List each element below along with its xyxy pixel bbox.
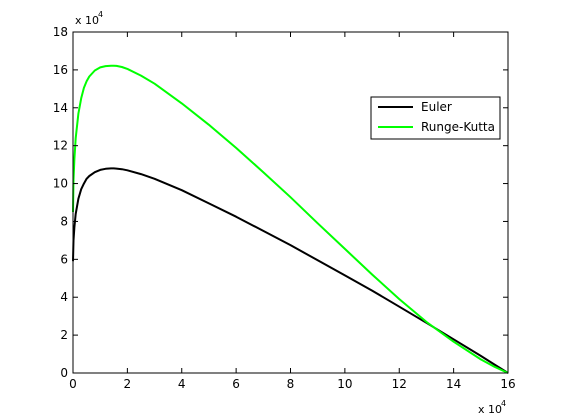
- x-tick-label: 16: [500, 377, 515, 391]
- x-tick-label: 2: [124, 377, 132, 391]
- y-tick-label: 0: [60, 366, 68, 380]
- y-tick-label: 4: [60, 290, 68, 304]
- legend: Euler Runge-Kutta: [370, 96, 501, 140]
- x-tick-label: 8: [287, 377, 295, 391]
- legend-label-runge-kutta: Runge-Kutta: [421, 120, 495, 134]
- x-tick-label: 10: [337, 377, 352, 391]
- legend-box: [370, 96, 501, 140]
- x-tick-label: 14: [446, 377, 461, 391]
- y-tick-label: 8: [60, 214, 68, 228]
- x-multiplier-base: x 10: [478, 403, 502, 416]
- series-line-euler: [72, 167, 509, 374]
- y-tick-label: 14: [53, 101, 68, 115]
- legend-label-euler: Euler: [421, 100, 452, 114]
- series-line-runge-kutta: [72, 64, 509, 374]
- axes-layer: 0 2 4 6 8 10 12 14 16 0 2 4 6 8 10 12 14 16 18: [53, 25, 516, 391]
- y-tick-label: 6: [60, 252, 68, 266]
- series-layer: [72, 64, 509, 374]
- plot-background: [73, 32, 508, 373]
- y-multiplier-exponent: 4: [98, 10, 103, 19]
- y-tick-label: 16: [53, 63, 68, 77]
- y-axis-multiplier: x 10 4: [75, 10, 103, 27]
- x-tick-label: 0: [69, 377, 77, 391]
- plot-area: [73, 32, 508, 373]
- y-tick-label: 18: [53, 25, 68, 39]
- x-tick-label: 12: [392, 377, 407, 391]
- y-tick-label: 2: [60, 328, 68, 342]
- y-tick-label: 12: [53, 139, 68, 153]
- y-multiplier-base: x 10: [75, 14, 99, 27]
- x-tick-label: 4: [178, 377, 186, 391]
- x-tick-label: 6: [232, 377, 240, 391]
- x-axis-multiplier: x 10 4: [478, 399, 506, 416]
- x-multiplier-exponent: 4: [501, 399, 506, 408]
- y-tick-label: 10: [53, 177, 68, 191]
